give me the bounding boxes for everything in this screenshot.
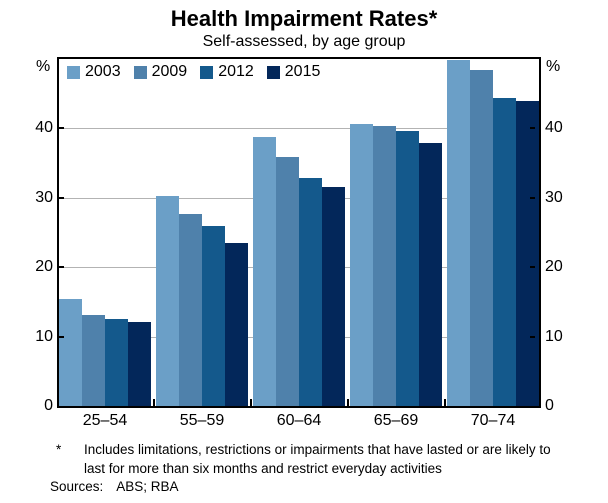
x-axis-label-65–69: 65–69 [373, 412, 419, 429]
bar-2012-60–64 [299, 178, 322, 406]
bar-2015-65–69 [419, 142, 442, 406]
legend-label: 2012 [218, 63, 254, 80]
bar-2009-25–54 [82, 315, 105, 406]
ytick-mark-right-10 [530, 335, 535, 338]
bar-2003-25–54 [59, 299, 82, 406]
legend-swatch-icon [266, 65, 280, 79]
legend-label: 2015 [284, 63, 321, 80]
bar-2009-70–74 [470, 70, 493, 406]
legend-item-2003: 2003 [67, 63, 121, 81]
xtick-mark-1 [249, 399, 252, 406]
chart-subtitle: Self-assessed, by age group [202, 33, 406, 50]
y-axis-label-20: 20 [545, 258, 563, 276]
y-axis-label-30: 30 [545, 188, 563, 206]
ytick-mark-left-30 [59, 196, 64, 199]
y-axis-label-10: 10 [545, 327, 563, 345]
footnote-marker: * [56, 442, 62, 457]
bar-2003-60–64 [253, 136, 276, 406]
x-axis-label-70–74: 70–74 [470, 412, 516, 429]
x-axis-label-60–64: 60–64 [276, 412, 322, 429]
y-axis-label-40: 40 [545, 119, 563, 137]
footnote-text: Includes limitations, restrictions or im… [84, 442, 551, 476]
legend: 2003 2009 2012 2015 [67, 63, 320, 81]
y-axis-label-40: 40 [35, 119, 53, 137]
y-axis-label-20: 20 [35, 258, 53, 276]
ytick-mark-left-40 [59, 127, 64, 130]
y-axis-label-30: 30 [35, 188, 53, 206]
legend-item-2015: 2015 [266, 63, 321, 81]
y-axis-unit-right: % [546, 58, 561, 75]
ytick-mark-left-20 [59, 266, 64, 269]
bar-2015-60–64 [322, 186, 345, 406]
legend-swatch-icon [67, 65, 80, 79]
gridline-40 [59, 128, 539, 130]
x-axis-label-25–54: 25–54 [82, 412, 128, 429]
legend-item-2009: 2009 [133, 63, 188, 81]
legend-label: 2009 [151, 63, 188, 80]
bar-2003-70–74 [447, 60, 470, 406]
bar-2015-70–74 [516, 100, 539, 406]
xtick-mark-0 [152, 399, 155, 406]
legend-label: 2003 [85, 63, 121, 80]
xtick-mark-2 [346, 399, 349, 406]
bar-2012-70–74 [493, 97, 516, 406]
legend-item-2012: 2012 [200, 63, 254, 81]
y-axis-label-10: 10 [35, 327, 53, 345]
ytick-mark-right-30 [530, 196, 535, 199]
ytick-mark-left-10 [59, 335, 64, 338]
bar-2009-60–64 [276, 156, 299, 406]
bar-2012-55–59 [202, 226, 225, 406]
bar-2003-65–69 [350, 123, 373, 406]
xtick-mark-3 [443, 399, 446, 406]
bar-2015-55–59 [225, 242, 248, 406]
y-axis-unit-left: % [36, 58, 51, 75]
bar-2009-65–69 [373, 126, 396, 406]
legend-swatch-icon [133, 65, 147, 79]
sources-text: ABS; RBA [116, 479, 179, 494]
sources-label: Sources: [50, 479, 104, 494]
bar-2012-65–69 [396, 131, 419, 406]
chart-title: Health Impairment Rates* [170, 6, 438, 31]
ytick-mark-right-20 [530, 266, 535, 269]
bar-2003-55–59 [156, 195, 179, 406]
x-axis-label-55–59: 55–59 [179, 412, 225, 429]
bar-2012-25–54 [105, 319, 128, 406]
ytick-mark-right-40 [530, 127, 535, 130]
y-axis-label-0: 0 [44, 397, 53, 414]
y-axis-label-0: 0 [545, 397, 554, 414]
sources-line: Sources: ABS; RBA [50, 479, 179, 494]
bar-2015-25–54 [128, 322, 151, 406]
plot-area [57, 57, 541, 408]
bar-2009-55–59 [179, 213, 202, 406]
legend-swatch-icon [200, 65, 214, 79]
